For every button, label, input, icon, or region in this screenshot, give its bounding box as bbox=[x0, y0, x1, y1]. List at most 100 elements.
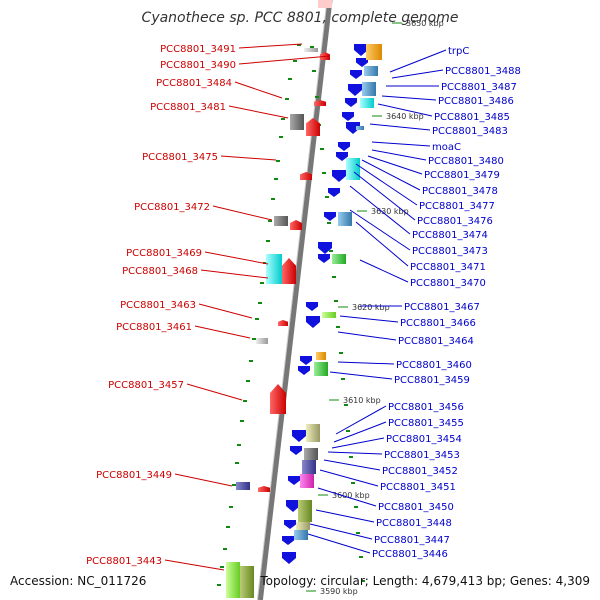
right-leader-line bbox=[361, 159, 421, 191]
tick-dot bbox=[260, 282, 264, 284]
right-gene-label: PCC8801_3448 bbox=[376, 518, 452, 529]
forward-gene-arrow bbox=[278, 320, 288, 326]
gene-block bbox=[290, 114, 304, 130]
right-gene-label: moaC bbox=[432, 142, 461, 153]
right-leader-line bbox=[309, 523, 373, 540]
tick-dot bbox=[312, 70, 316, 72]
tick-dot bbox=[349, 456, 353, 458]
left-gene-label: PCC8801_3449 bbox=[96, 470, 172, 481]
forward-gene-arrow bbox=[258, 486, 270, 492]
gene-block bbox=[332, 254, 346, 264]
reverse-gene-arrow bbox=[318, 242, 332, 254]
right-gene-label: PCC8801_3488 bbox=[445, 66, 521, 77]
tick-dot bbox=[288, 78, 292, 80]
left-gene-label: PCC8801_3457 bbox=[108, 380, 184, 391]
gene-block bbox=[338, 212, 352, 226]
right-leader-line bbox=[327, 451, 383, 455]
reverse-gene-arrow bbox=[346, 122, 360, 134]
tick-dot bbox=[354, 506, 358, 508]
right-leader-line bbox=[349, 209, 411, 251]
right-gene-label: PCC8801_3464 bbox=[398, 336, 474, 347]
tick-dot bbox=[240, 420, 244, 422]
tick-dot bbox=[229, 506, 233, 508]
tick-dot bbox=[320, 148, 324, 150]
gene-block bbox=[274, 216, 288, 226]
gene-block bbox=[362, 82, 376, 96]
right-leader-line bbox=[323, 459, 381, 471]
right-gene-label: PCC8801_3487 bbox=[441, 82, 517, 93]
right-leader-line bbox=[339, 315, 399, 323]
reverse-gene-arrow bbox=[306, 316, 320, 328]
tick-dot bbox=[223, 548, 227, 550]
left-leader-line bbox=[238, 43, 303, 49]
forward-gene-arrow bbox=[300, 172, 312, 180]
gene-block bbox=[346, 158, 360, 180]
right-leader-line bbox=[389, 49, 447, 73]
tick-dot bbox=[346, 430, 350, 432]
tick-dot bbox=[249, 360, 253, 362]
right-leader-line bbox=[335, 405, 387, 435]
scale-tick-label: 3640 kbp bbox=[386, 112, 424, 121]
gene-block bbox=[364, 66, 378, 76]
reverse-gene-arrow bbox=[298, 366, 310, 375]
tick-dot bbox=[322, 172, 326, 174]
right-leader-line bbox=[337, 331, 397, 341]
right-leader-line bbox=[381, 95, 437, 101]
right-leader-line bbox=[317, 487, 377, 507]
reverse-gene-arrow bbox=[282, 536, 294, 545]
tick-dot bbox=[226, 526, 230, 528]
forward-gene-arrow bbox=[282, 258, 296, 284]
reverse-gene-arrow bbox=[332, 170, 346, 182]
tick-dot bbox=[266, 240, 270, 242]
gene-block bbox=[360, 98, 374, 108]
tick-dot bbox=[310, 46, 314, 48]
map-title: Cyanothece sp. PCC 8801, complete genome bbox=[141, 10, 459, 26]
tick-dot bbox=[315, 96, 319, 98]
tick-dot bbox=[336, 326, 340, 328]
reverse-gene-arrow bbox=[342, 112, 354, 121]
reverse-gene-arrow bbox=[292, 430, 306, 442]
right-gene-label: PCC8801_3459 bbox=[394, 375, 470, 386]
reverse-gene-arrow bbox=[290, 446, 302, 455]
gene-block bbox=[226, 562, 240, 598]
gene-block bbox=[314, 362, 328, 376]
forward-gene-arrow bbox=[314, 100, 326, 106]
tick-dot bbox=[271, 198, 275, 200]
tick-dot bbox=[361, 580, 365, 582]
tick-dot bbox=[274, 178, 278, 180]
gene-block bbox=[322, 312, 336, 318]
right-gene-label: PCC8801_3483 bbox=[432, 126, 508, 137]
right-gene-label: PCC8801_3479 bbox=[424, 170, 500, 181]
reverse-gene-arrow bbox=[324, 212, 336, 221]
tick-dot bbox=[334, 300, 338, 302]
forward-gene-arrow bbox=[306, 118, 320, 136]
right-gene-label: PCC8801_3447 bbox=[374, 535, 450, 546]
reverse-gene-arrow bbox=[306, 302, 318, 311]
left-leader-line bbox=[198, 303, 253, 319]
left-leader-line bbox=[220, 155, 277, 161]
gene-block bbox=[306, 424, 320, 442]
tick-dot bbox=[332, 276, 336, 278]
right-gene-label: PCC8801_3476 bbox=[417, 216, 493, 227]
tick-dot bbox=[243, 400, 247, 402]
left-gene-label: PCC8801_3468 bbox=[122, 266, 198, 277]
reverse-gene-arrow bbox=[284, 520, 296, 529]
tick-dot bbox=[293, 60, 297, 62]
right-leader-line bbox=[355, 163, 418, 206]
right-leader-line bbox=[377, 103, 433, 117]
tick-dot bbox=[344, 404, 348, 406]
left-gene-label: PCC8801_3484 bbox=[156, 78, 232, 89]
tick-dot bbox=[232, 484, 236, 486]
gene-block bbox=[302, 460, 316, 474]
left-leader-line bbox=[164, 559, 225, 571]
left-leader-line bbox=[186, 383, 243, 401]
right-gene-label: PCC8801_3453 bbox=[384, 450, 460, 461]
tick-dot bbox=[255, 318, 259, 320]
tick-dot bbox=[281, 118, 285, 120]
gene-block bbox=[366, 44, 382, 60]
gene-block bbox=[304, 48, 318, 52]
left-leader-line bbox=[200, 269, 269, 279]
gene-block bbox=[300, 474, 314, 488]
tick-dot bbox=[297, 44, 301, 46]
